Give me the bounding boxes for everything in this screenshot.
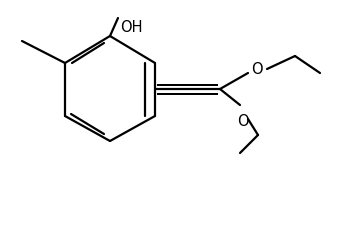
Text: O: O: [237, 114, 249, 129]
Text: O: O: [251, 61, 263, 76]
Text: OH: OH: [120, 19, 143, 34]
